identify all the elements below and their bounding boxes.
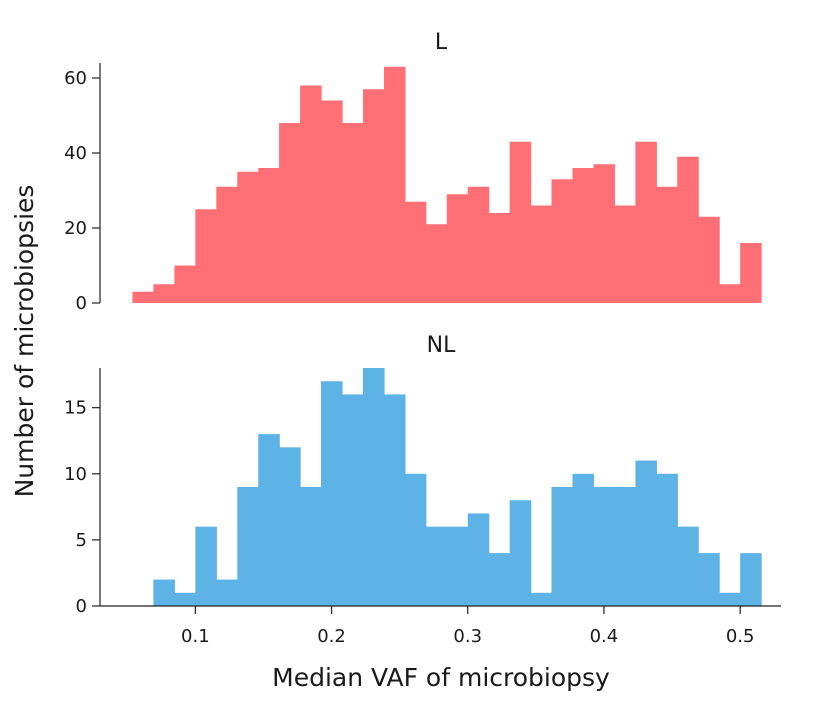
- panel-l-bar: [719, 284, 741, 303]
- panel-l-bar: [383, 66, 406, 303]
- panel-nl-bar: [698, 553, 720, 606]
- panel-nl-bar: [300, 487, 322, 606]
- panel-l-bar: [300, 85, 322, 303]
- panel-l-bar: [425, 224, 448, 303]
- panel-l-bar: [551, 179, 574, 303]
- panel-nl-bar: [195, 526, 217, 606]
- x-tick-label: 0.2: [317, 626, 346, 647]
- panel-nl-bar: [425, 526, 448, 606]
- panel-nl-bar: [258, 434, 280, 606]
- panel-nl-bar: [614, 487, 636, 606]
- panel-l-bars: [132, 66, 762, 303]
- panel-nl-bar: [404, 473, 427, 606]
- panel-l-bar: [132, 291, 154, 303]
- panel-nl-bar: [551, 487, 574, 606]
- panel-l-bar: [174, 265, 196, 303]
- panel-l-bar: [614, 205, 636, 303]
- panel-l-bar: [656, 186, 678, 303]
- panel-l-bar: [153, 284, 175, 303]
- panel-nl-bar: [383, 394, 406, 606]
- panel-l-bar: [363, 89, 385, 303]
- x-axis-title: Median VAF of microbiopsy: [272, 663, 610, 692]
- panel-l-bar: [530, 205, 553, 303]
- panel-l-bar: [467, 186, 490, 303]
- panel-l-bar: [342, 123, 364, 303]
- panel-nl-bar: [509, 500, 532, 606]
- panel-nl-bar: [593, 487, 615, 606]
- x-tick-label: 0.5: [726, 626, 755, 647]
- panel-l-bar: [593, 164, 615, 303]
- panel-l-bar: [509, 141, 532, 303]
- panel-nl-bar: [321, 381, 343, 606]
- panel-nl-bar: [237, 487, 259, 606]
- panel-nl-bar: [719, 592, 741, 606]
- panel-nl-bar: [174, 592, 196, 606]
- panel-nl: NL 0 5 10 15 0.1 0.2 0.3 0.4 0.5: [64, 333, 781, 647]
- panel-nl-bar: [279, 447, 301, 606]
- panel-nl-bar: [572, 473, 595, 606]
- panel-l-y-tick-label: 60: [64, 68, 87, 89]
- panel-l-bar: [677, 156, 699, 303]
- panel-nl-bar: [656, 473, 678, 606]
- panel-l-y-tick-label: 20: [64, 218, 87, 239]
- panel-l-bar: [740, 243, 762, 303]
- panel-l-y-tick-label: 40: [64, 143, 87, 164]
- panel-nl-bar: [467, 513, 490, 606]
- y-axis-title: Number of microbiopsies: [10, 185, 39, 498]
- panel-nl-bar: [530, 592, 553, 606]
- panel-nl-bar: [363, 368, 385, 606]
- panel-l-bar: [572, 168, 595, 303]
- panel-nl-bar: [488, 553, 511, 606]
- panel-nl-title: NL: [427, 333, 456, 358]
- panel-nl-bar: [677, 526, 699, 606]
- panel-l-bar: [488, 213, 511, 303]
- panel-l-bar: [446, 194, 469, 303]
- panel-l-bar: [258, 168, 280, 303]
- panel-nl-bar: [446, 526, 469, 606]
- x-tick-label: 0.3: [453, 626, 482, 647]
- panel-nl-bar: [635, 460, 657, 606]
- panel-l-bar: [404, 201, 427, 303]
- panel-l-bar: [195, 209, 217, 303]
- panel-l: L 0 20 40 60: [64, 30, 762, 314]
- panel-nl-y-tick-label: 5: [76, 530, 87, 551]
- panel-nl-bar: [216, 579, 238, 606]
- panel-nl-bars: [153, 368, 762, 606]
- panel-l-bar: [635, 141, 657, 303]
- panel-nl-y-tick-label: 10: [64, 464, 87, 485]
- panel-nl-bar: [740, 553, 762, 606]
- panel-l-title: L: [435, 30, 448, 55]
- panel-l-bar: [321, 100, 343, 303]
- x-tick-label: 0.1: [181, 626, 210, 647]
- panel-nl-y-tick-label: 0: [76, 596, 87, 617]
- panel-l-y-tick-label: 0: [76, 293, 87, 314]
- panel-l-bar: [279, 123, 301, 303]
- x-tick-label: 0.4: [590, 626, 619, 647]
- panel-l-bar: [216, 186, 238, 303]
- panel-nl-bar: [153, 579, 175, 606]
- panel-nl-y-tick-label: 15: [64, 398, 87, 419]
- panel-l-bar: [237, 171, 259, 303]
- panel-l-bar: [698, 216, 720, 303]
- panel-nl-bar: [342, 394, 364, 606]
